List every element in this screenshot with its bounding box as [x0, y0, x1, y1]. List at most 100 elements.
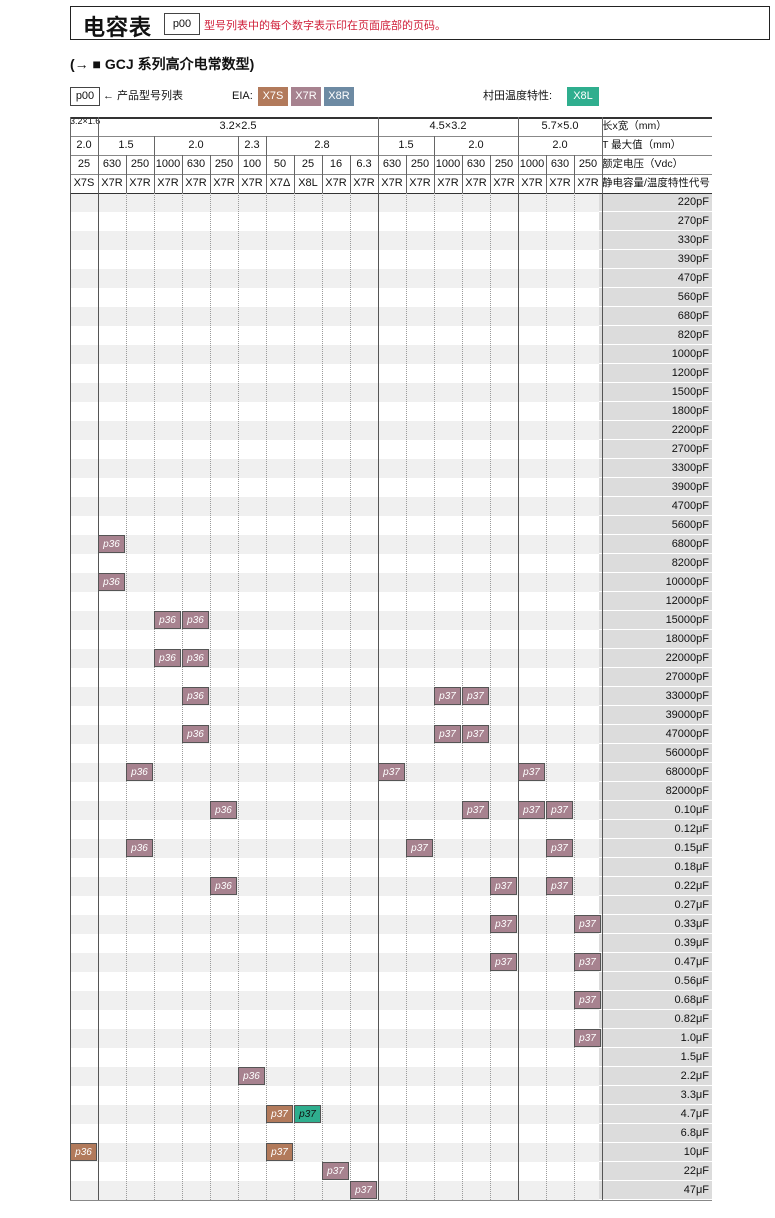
size-header-cell: 3.2×2.5	[219, 120, 257, 132]
row-stripe	[70, 1143, 599, 1162]
temp-code-header-cell: X7R	[409, 177, 431, 189]
page-ref-tag[interactable]: p37	[462, 725, 489, 743]
grid-line	[70, 136, 712, 137]
page-ref-tag[interactable]: p36	[154, 611, 181, 629]
voltage-header-cell: 25	[301, 158, 315, 170]
page-ref-tag[interactable]: p37	[574, 991, 601, 1009]
column-divider	[518, 193, 519, 1200]
grid-line	[70, 117, 71, 193]
legend-x7r-chip: X7R	[291, 87, 321, 106]
column-divider	[266, 193, 267, 1200]
page-ref-tag[interactable]: p36	[154, 649, 181, 667]
page-ref-tag[interactable]: p37	[518, 801, 545, 819]
page-ref-tag[interactable]: p37	[574, 915, 601, 933]
capacitance-label: 330pF	[599, 231, 712, 250]
page-ref-tag[interactable]: p37	[378, 763, 405, 781]
page-ref-tag[interactable]: p36	[98, 535, 125, 553]
capacitance-label: 0.10μF	[599, 801, 712, 820]
page-ref-tag[interactable]: p37	[294, 1105, 321, 1123]
column-divider	[574, 193, 575, 1200]
grid-line	[70, 174, 712, 175]
temp-code-header-cell: X7R	[549, 177, 571, 189]
page-ref-tag[interactable]: p37	[462, 687, 489, 705]
page-ref-tag[interactable]: p36	[210, 801, 237, 819]
voltage-header-cell: 250	[410, 158, 430, 170]
page-ref-tag[interactable]: p37	[574, 1029, 601, 1047]
page-ref-tag[interactable]: p36	[238, 1067, 265, 1085]
grid-line	[238, 136, 239, 193]
page-ref-tag[interactable]: p37	[350, 1181, 377, 1199]
page-ref-tag[interactable]: p37	[266, 1105, 293, 1123]
grid-line	[490, 155, 491, 193]
temp-code-header-cell: X7R	[381, 177, 403, 189]
row-stripe	[70, 421, 599, 440]
page-ref-tag[interactable]: p37	[490, 915, 517, 933]
capacitance-label: 0.33μF	[599, 915, 712, 934]
page-ref-tag[interactable]: p37	[574, 953, 601, 971]
row-stripe	[70, 915, 599, 934]
voltage-header-cell: 1000	[435, 158, 461, 170]
page-ref-tag[interactable]: p36	[210, 877, 237, 895]
series-subtitle[interactable]: (→ ■ GCJ 系列高介电常数型)	[70, 56, 255, 72]
grid-line	[434, 136, 435, 193]
page-ref-tag[interactable]: p37	[490, 877, 517, 895]
capacitance-label: 82000pF	[599, 782, 712, 801]
size-header-cell: 4.5×3.2	[429, 120, 467, 132]
column-divider	[210, 193, 211, 1200]
row-stripe	[70, 877, 599, 896]
capacitance-label: 56000pF	[599, 744, 712, 763]
capacitance-label: 1.5μF	[599, 1048, 712, 1067]
legend-eia-label: EIA:	[232, 90, 253, 102]
row-stripe	[70, 459, 599, 478]
capacitance-label: 1800pF	[599, 402, 712, 421]
row-stripe	[70, 231, 599, 250]
page-ref-tag[interactable]: p37	[434, 687, 461, 705]
page-ref-tag[interactable]: p36	[126, 839, 153, 857]
page-ref-tag[interactable]: p37	[546, 877, 573, 895]
page-ref-tag[interactable]: p36	[182, 649, 209, 667]
page-ref-tag[interactable]: p37	[322, 1162, 349, 1180]
capacitance-label: 47000pF	[599, 725, 712, 744]
row-stripe	[70, 649, 599, 668]
row-stripe	[70, 763, 599, 782]
capacitance-label: 0.68μF	[599, 991, 712, 1010]
page-ref-tag[interactable]: p36	[70, 1143, 97, 1161]
legend-x8l-chip: X8L	[567, 87, 599, 106]
column-divider	[602, 193, 603, 1200]
row-stripe	[70, 193, 599, 212]
grid-line	[70, 1200, 712, 1201]
page-ref-tag[interactable]: p36	[126, 763, 153, 781]
capacitance-label: 0.47μF	[599, 953, 712, 972]
capacitance-label: 0.39μF	[599, 934, 712, 953]
page-ref-tag[interactable]: p37	[462, 801, 489, 819]
column-divider	[350, 193, 351, 1200]
page-ref-tag[interactable]: p37	[546, 801, 573, 819]
page-ref-tag[interactable]: p36	[182, 687, 209, 705]
capacitance-label: 15000pF	[599, 611, 712, 630]
grid-line	[266, 136, 267, 193]
temp-code-header-cell: X7R	[129, 177, 151, 189]
page-ref-tag[interactable]: p37	[518, 763, 545, 781]
temp-code-header-cell: X7R	[241, 177, 263, 189]
page-ref-tag[interactable]: p37	[490, 953, 517, 971]
page-ref-tag[interactable]: p36	[182, 725, 209, 743]
title-box: 电容表 p00 型号列表中的每个数字表示印在页面底部的页码。	[70, 6, 770, 40]
page-ref-tag[interactable]: p37	[406, 839, 433, 857]
temp-code-header-cell: X7R	[577, 177, 599, 189]
legend-x8r-chip: X8R	[324, 87, 354, 106]
capacitance-label: 0.22μF	[599, 877, 712, 896]
page-ref-tag[interactable]: p37	[546, 839, 573, 857]
page-ref-tag[interactable]: p36	[182, 611, 209, 629]
temp-code-header-cell: X7R	[353, 177, 375, 189]
capacitance-label: 10000pF	[599, 573, 712, 592]
voltage-header-cell: 630	[382, 158, 402, 170]
grid-line	[154, 136, 155, 193]
grid-line	[70, 117, 712, 119]
page-ref-tag[interactable]: p36	[98, 573, 125, 591]
capacitance-label: 5600pF	[599, 516, 712, 535]
capacitance-label: 22000pF	[599, 649, 712, 668]
page-ref-tag[interactable]: p37	[266, 1143, 293, 1161]
temp-code-header-cell: X7R	[437, 177, 459, 189]
page-ref-tag[interactable]: p37	[434, 725, 461, 743]
thickness-header-cell: 2.3	[244, 139, 260, 151]
